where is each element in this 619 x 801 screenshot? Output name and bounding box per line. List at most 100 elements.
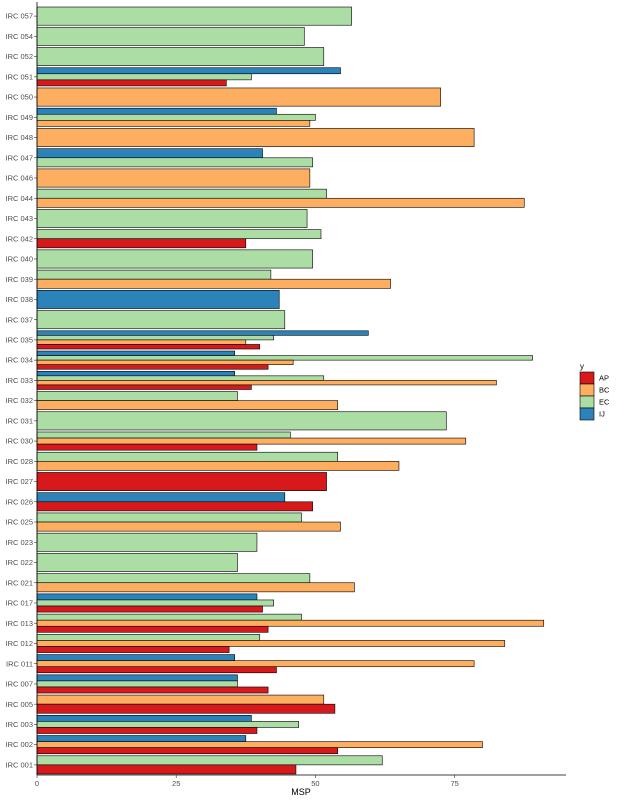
bar-irc-042-ec — [36, 229, 322, 240]
bar-irc-026-ap — [36, 501, 313, 512]
x-axis: 0 25 50 75 — [35, 774, 566, 788]
x-axis-title: MSP — [291, 787, 311, 797]
y-tick-label: IRC 052 — [5, 52, 33, 61]
bar-irc-028-bc — [36, 461, 400, 471]
bar-irc-001-ap — [36, 764, 297, 775]
bar-irc-034-ap — [36, 364, 269, 370]
bar-irc-030-ec — [36, 431, 291, 439]
legend-key-bc — [579, 383, 595, 397]
bar-irc-021-ec — [36, 573, 311, 584]
legend-key-ap — [579, 371, 595, 385]
bar-irc-012-ec — [36, 634, 261, 641]
bar-irc-003-ap — [36, 727, 258, 734]
y-tick-label: IRC 050 — [5, 93, 33, 102]
y-tick-label: IRC 034 — [5, 356, 33, 365]
bar-irc-043-ec — [36, 209, 308, 228]
bar-irc-032-bc — [36, 400, 338, 411]
y-tick-label: IRC 057 — [5, 12, 33, 21]
bar-irc-030-bc — [36, 437, 467, 445]
bar-irc-037-ec — [36, 310, 286, 330]
bar-irc-040-ec — [36, 249, 313, 269]
bar-irc-034-ec — [36, 355, 533, 361]
bar-irc-035-ap — [36, 344, 261, 350]
x-tick-label: 75 — [450, 779, 458, 788]
y-tick-label: IRC 023 — [5, 538, 33, 547]
bar-irc-013-bc — [36, 619, 545, 627]
y-tick-label: IRC 011 — [6, 659, 33, 668]
y-tick-label: IRC 040 — [5, 255, 33, 264]
bar-irc-047-ij — [36, 148, 263, 159]
y-tick-label: IRC 044 — [5, 194, 33, 203]
bar-irc-052-ec — [36, 47, 325, 66]
bar-irc-051-ec — [36, 73, 252, 81]
bar-irc-003-ij — [36, 715, 252, 722]
bars-layer — [36, 6, 545, 775]
legend-title: y — [580, 362, 584, 371]
y-tick-label: IRC 005 — [5, 700, 33, 709]
bar-irc-046-bc — [36, 168, 311, 188]
bar-irc-038-ij — [36, 290, 280, 309]
bar-irc-011-ij — [36, 654, 235, 661]
bar-irc-051-ap — [36, 79, 227, 87]
bar-irc-025-ec — [36, 512, 302, 523]
bar-irc-034-ij — [36, 350, 235, 356]
y-tick-label: IRC 032 — [5, 396, 33, 405]
bar-irc-013-ec — [36, 613, 302, 621]
bar-irc-005-bc — [36, 694, 325, 705]
y-tick-label: IRC 012 — [5, 639, 33, 648]
bar-irc-001-ec — [36, 755, 383, 766]
y-tick-label: IRC 035 — [5, 336, 33, 345]
bar-irc-033-bc — [36, 380, 497, 386]
bar-irc-022-ec — [36, 553, 238, 572]
y-tick-label: IRC 017 — [5, 599, 33, 608]
y-tick-label: IRC 039 — [5, 275, 33, 284]
bar-irc-044-ec — [36, 188, 327, 199]
bar-irc-011-bc — [36, 660, 475, 668]
bar-irc-030-ap — [36, 443, 258, 451]
legend-label-bc: BC — [599, 386, 610, 395]
y-tick-label: IRC 054 — [5, 32, 33, 41]
bar-irc-049-ec — [36, 113, 316, 121]
y-tick-label: IRC 037 — [5, 315, 33, 324]
bar-irc-007-ec — [36, 680, 238, 688]
legend-key-ij — [579, 407, 595, 421]
y-tick-label: IRC 031 — [5, 416, 33, 425]
bar-irc-050-bc — [36, 87, 442, 107]
bar-irc-002-bc — [36, 741, 483, 748]
bar-irc-051-ij — [36, 67, 341, 75]
bar-irc-048-bc — [36, 128, 475, 147]
bar-irc-027-ap — [36, 472, 327, 491]
legend: y AP BC EC IJ — [579, 362, 610, 421]
y-tick-label: IRC 038 — [5, 295, 33, 304]
bar-irc-033-ij — [36, 370, 235, 377]
y-tick-label: IRC 001 — [5, 760, 33, 769]
bar-irc-011-ap — [36, 666, 277, 674]
bar-irc-002-ij — [36, 735, 247, 742]
y-tick-label: IRC 026 — [5, 497, 33, 506]
bar-irc-013-ap — [36, 625, 269, 633]
bar-irc-035-ec — [36, 335, 274, 341]
bar-irc-035-ij — [36, 330, 369, 336]
legend-key-ec — [579, 395, 595, 409]
bar-irc-031-ec — [36, 411, 447, 431]
x-tick-label: 25 — [172, 779, 180, 788]
y-tick-label: IRC 046 — [5, 174, 33, 183]
y-tick-label: IRC 042 — [5, 234, 33, 243]
bar-irc-007-ij — [36, 674, 238, 682]
bar-irc-049-bc — [36, 120, 311, 127]
y-tick-label: IRC 027 — [5, 477, 33, 486]
legend-label-ec: EC — [599, 398, 610, 407]
bar-irc-017-ap — [36, 605, 263, 613]
bar-irc-047-ec — [36, 157, 313, 168]
y-tick-label: IRC 025 — [5, 518, 33, 527]
y-tick-label: IRC 013 — [5, 619, 33, 628]
y-tick-label: IRC 033 — [5, 376, 33, 385]
bar-irc-044-bc — [36, 197, 525, 208]
bar-irc-033-ap — [36, 384, 252, 390]
bar-irc-002-ap — [36, 747, 338, 755]
bar-irc-017-ec — [36, 599, 274, 607]
x-tick-label: 50 — [311, 779, 319, 788]
legend-label-ap: AP — [599, 374, 609, 383]
bar-irc-007-ap — [36, 686, 269, 694]
